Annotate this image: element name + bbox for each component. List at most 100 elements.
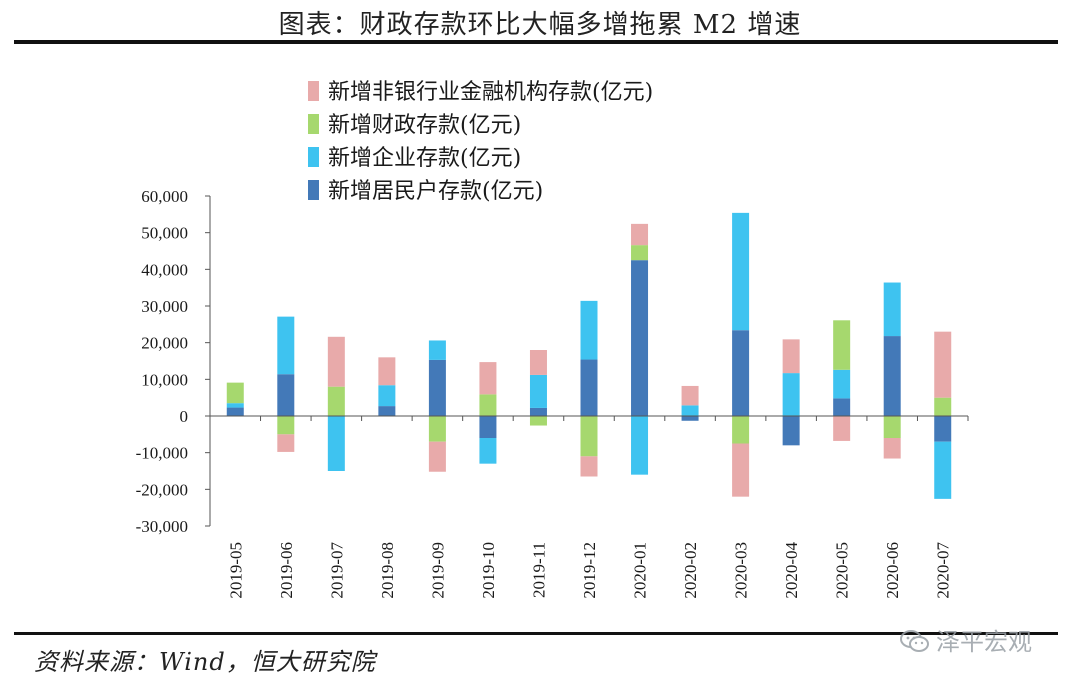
stacked-bar-chart: 新增非银行业金融机构存款(亿元) 新增财政存款(亿元) 新增企业存款(亿元) 新增居民… [136, 80, 969, 599]
bar-household-2019-06 [277, 374, 295, 416]
bar-non_bank-2020-07 [934, 331, 952, 398]
x-axis: 2019-05 2019-06 2019-07 2019-08 2019-09 2019-… [210, 415, 969, 599]
bar-enterprise-2019-08 [378, 385, 396, 407]
y-tick-label: 50,000 [141, 224, 188, 243]
x-tick-label: 2020-01 [631, 542, 650, 599]
y-tick-label: 30,000 [141, 297, 188, 316]
legend-label-household: 新增居民户存款(亿元) [328, 179, 543, 204]
bar-enterprise-2019-06 [277, 316, 295, 375]
bar-non_bank-2020-04 [782, 339, 800, 374]
bar-enterprise-2019-07 [327, 416, 345, 471]
y-tick-label: -10,000 [136, 444, 188, 463]
top-rule [14, 40, 1058, 44]
x-tick-label: 2019-12 [580, 542, 599, 599]
bar-non_bank-2020-03 [732, 443, 750, 497]
bar-enterprise-2020-02 [681, 405, 699, 416]
bar-household-2019-10 [479, 416, 497, 438]
bar-non_bank-2019-07 [327, 336, 345, 387]
legend-swatch-household [308, 180, 319, 200]
x-tick-label: 2019-06 [277, 542, 296, 599]
bar-household-2020-01 [631, 260, 649, 416]
bar-enterprise-2019-10 [479, 438, 497, 464]
x-tick-label: 2019-08 [378, 542, 397, 599]
bar-household-2019-05 [226, 407, 244, 416]
bar-enterprise-2020-06 [883, 282, 901, 337]
bar-fiscal-2019-06 [277, 416, 295, 435]
bar-fiscal-2020-01 [631, 245, 649, 261]
bar-non_bank-2020-06 [883, 438, 901, 459]
bar-enterprise-2019-09 [428, 340, 446, 360]
chart-title: 图表：财政存款环比大幅多增拖累 M2 增速 [278, 10, 802, 40]
y-tick-label: -30,000 [136, 517, 188, 536]
y-tick-label: 0 [180, 407, 189, 426]
bar-household-2019-11 [529, 407, 547, 416]
bar-non_bank-2020-02 [681, 385, 699, 406]
y-tick-label: 40,000 [141, 260, 188, 279]
legend-label-enterprise: 新增企业存款(亿元) [328, 146, 521, 171]
x-tick-label: 2019-09 [428, 542, 447, 599]
x-tick-label: 2020-04 [782, 542, 801, 599]
y-axis: 60,000 50,000 40,000 30,000 20,000 10,000 0 -10… [136, 187, 211, 536]
x-tick-label: 2019-10 [479, 542, 498, 599]
x-tick-label: 2020-06 [883, 542, 902, 599]
bar-enterprise-2020-04 [782, 373, 800, 416]
bar-household-2020-06 [883, 336, 901, 416]
legend-label-fiscal: 新增财政存款(亿元) [328, 113, 521, 138]
bar-household-2019-12 [580, 359, 598, 416]
bar-non_bank-2019-06 [277, 434, 295, 452]
x-tick-label: 2020-07 [934, 542, 953, 599]
bar-non_bank-2020-01 [631, 223, 649, 246]
bar-enterprise-2019-11 [529, 374, 547, 408]
bar-enterprise-2019-12 [580, 300, 598, 360]
bar-fiscal-2019-11 [529, 416, 547, 426]
bar-non_bank-2019-08 [378, 357, 396, 386]
bar-fiscal-2020-07 [934, 397, 952, 416]
bar-non_bank-2020-05 [833, 416, 851, 441]
bar-enterprise-2020-03 [732, 212, 750, 331]
bar-fiscal-2020-05 [833, 320, 851, 370]
legend-swatch-non_bank [308, 81, 319, 101]
bar-enterprise-2019-05 [226, 403, 244, 408]
bar-household-2019-09 [428, 359, 446, 416]
bar-household-2020-05 [833, 398, 851, 416]
y-tick-label: 60,000 [141, 187, 188, 206]
legend-swatch-fiscal [308, 114, 319, 134]
x-tick-label: 2020-03 [732, 542, 751, 599]
bars [226, 212, 952, 499]
watermark: 泽平宏观 [900, 622, 1032, 659]
legend-label-non_bank: 新增非银行业金融机构存款(亿元) [328, 80, 653, 105]
bar-household-2020-03 [732, 330, 750, 416]
x-tick-label: 2019-11 [529, 542, 548, 598]
bar-non_bank-2019-09 [428, 441, 446, 472]
bar-household-2020-07 [934, 416, 952, 442]
bar-non_bank-2019-10 [479, 362, 497, 395]
x-tick-label: 2019-05 [226, 542, 245, 599]
bar-enterprise-2020-05 [833, 369, 851, 399]
bar-fiscal-2019-07 [327, 386, 345, 416]
bar-fiscal-2020-06 [883, 416, 901, 438]
bottom-rule [14, 632, 1058, 635]
wechat-icon [900, 629, 930, 659]
bar-fiscal-2019-12 [580, 416, 598, 457]
bar-enterprise-2020-01 [631, 416, 649, 475]
bar-non_bank-2019-11 [529, 350, 547, 375]
x-tick-label: 2020-02 [681, 542, 700, 599]
y-tick-label: -20,000 [136, 480, 188, 499]
x-tick-label: 2020-05 [833, 542, 852, 599]
bar-household-2020-04 [782, 416, 800, 446]
bar-fiscal-2019-10 [479, 394, 497, 416]
bar-fiscal-2019-09 [428, 416, 446, 442]
x-tick-label: 2019-07 [327, 542, 346, 599]
bar-fiscal-2019-05 [226, 382, 244, 404]
bar-household-2019-08 [378, 406, 396, 416]
bar-non_bank-2019-12 [580, 456, 598, 477]
source-note: 资料来源：Wind，恒大研究院 [34, 648, 376, 676]
legend: 新增非银行业金融机构存款(亿元) 新增财政存款(亿元) 新增企业存款(亿元) 新增居民… [308, 80, 653, 204]
y-tick-label: 10,000 [141, 370, 188, 389]
legend-swatch-enterprise [308, 147, 319, 167]
watermark-text: 泽平宏观 [936, 628, 1032, 656]
bar-fiscal-2020-03 [732, 416, 750, 444]
bar-household-2020-02 [681, 416, 699, 421]
y-tick-label: 20,000 [141, 334, 188, 353]
bar-enterprise-2020-07 [934, 441, 952, 499]
